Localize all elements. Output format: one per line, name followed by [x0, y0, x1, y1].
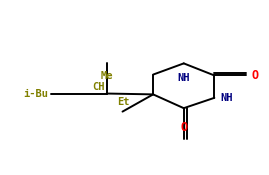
- Text: Me: Me: [100, 71, 113, 81]
- Text: CH: CH: [93, 82, 105, 92]
- Text: Et: Et: [118, 97, 130, 107]
- Text: O: O: [180, 121, 187, 134]
- Text: i-Bu: i-Bu: [23, 89, 48, 99]
- Text: NH: NH: [178, 73, 190, 83]
- Text: O: O: [251, 69, 258, 82]
- Text: NH: NH: [220, 93, 233, 103]
